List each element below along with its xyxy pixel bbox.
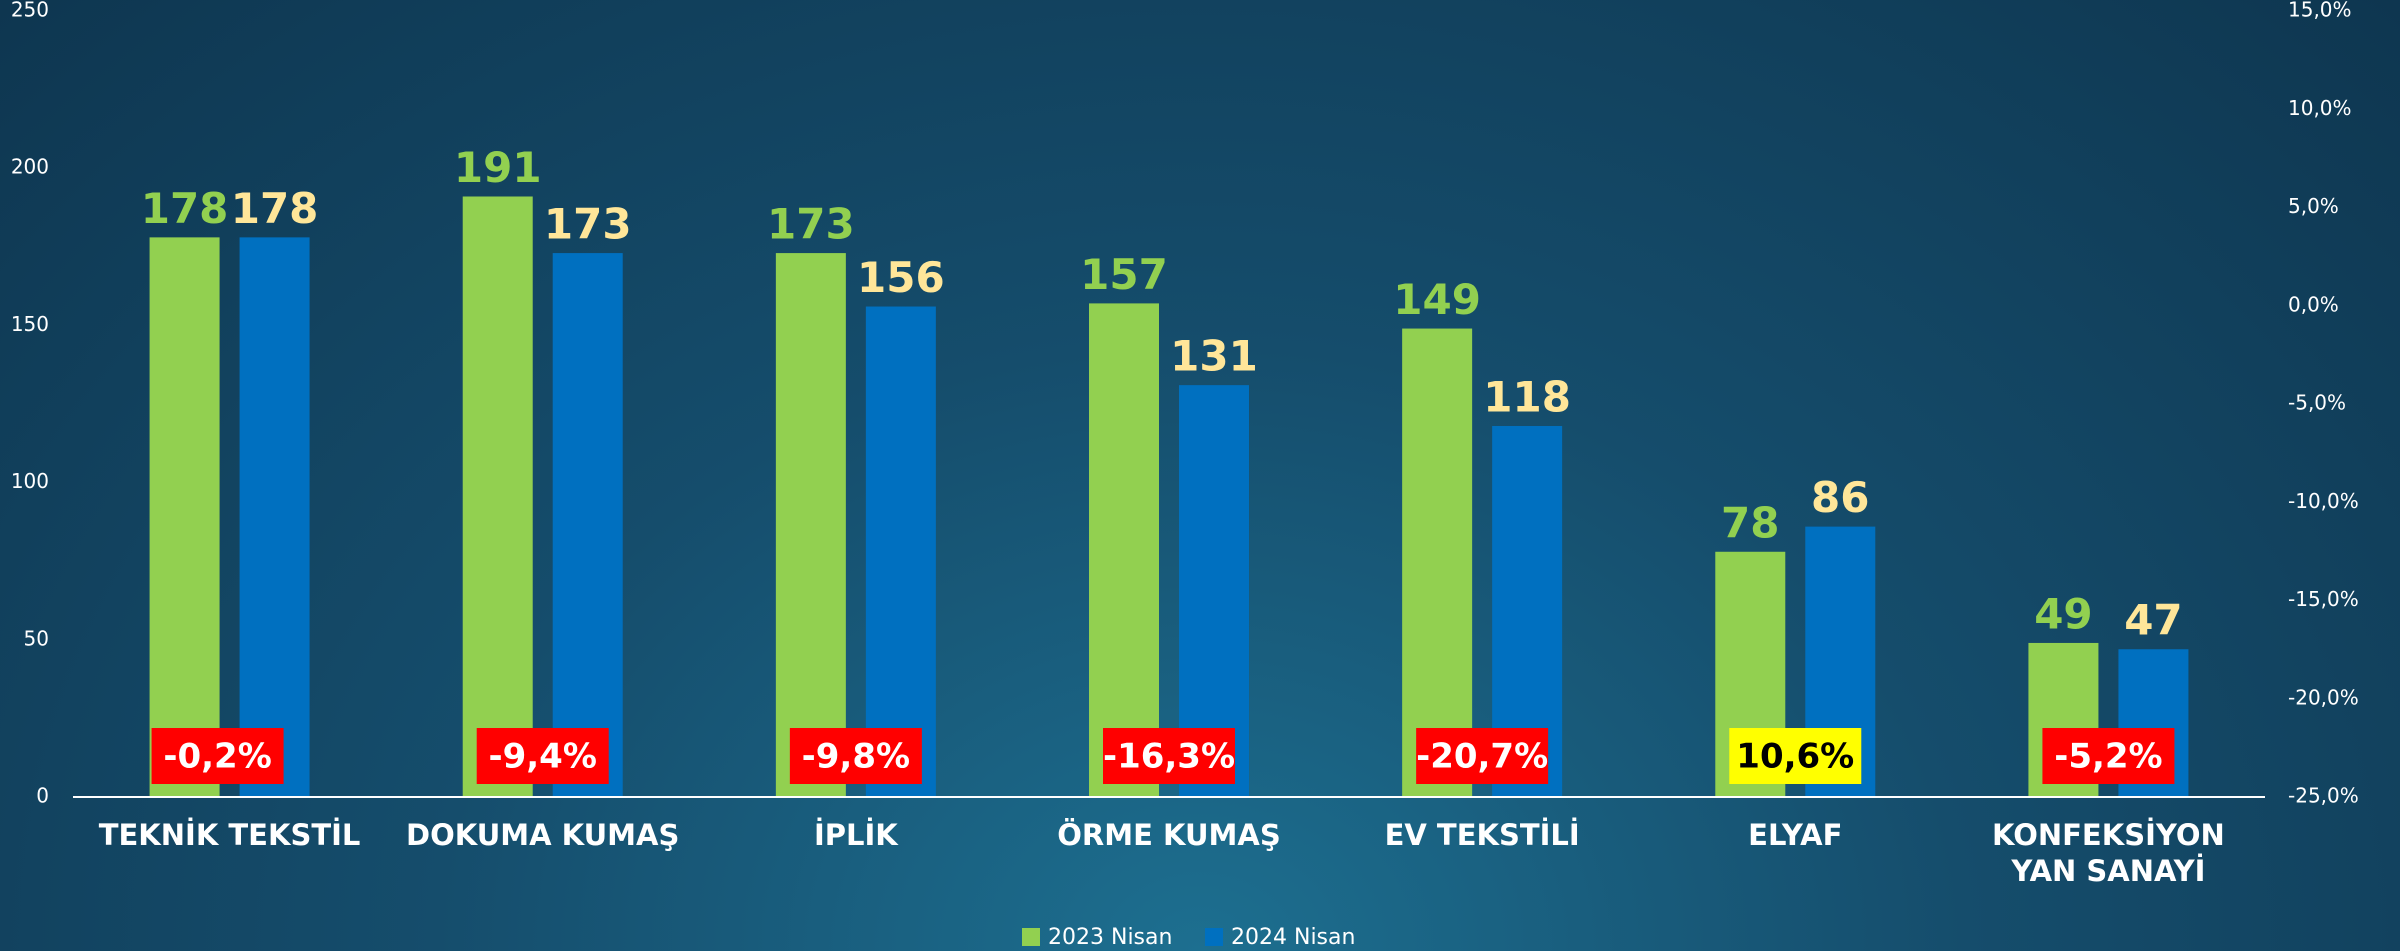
x-tick-label: ÖRME KUMAŞ: [1057, 818, 1281, 852]
data-label: 49: [2034, 589, 2092, 638]
change-box: [2042, 728, 2175, 784]
data-label: 131: [1170, 332, 1258, 381]
change-box: [1416, 728, 1549, 784]
data-label: 156: [857, 253, 945, 302]
bar: [552, 253, 623, 797]
data-label: 157: [1080, 250, 1168, 299]
y2-tick-label: -25,0%: [2288, 784, 2359, 808]
legend-label: 2023 Nisan: [1048, 925, 1172, 950]
bar: [775, 253, 846, 797]
legend-label: 2024 Nisan: [1231, 925, 1355, 950]
y-tick-label: 0: [36, 784, 49, 808]
change-label: 10,6%: [1736, 737, 1854, 777]
y2-tick-label: -15,0%: [2288, 587, 2359, 611]
bar: [1089, 303, 1159, 797]
y-tick-label: 250: [11, 0, 49, 22]
change-box: [1103, 728, 1235, 784]
y2-tick-label: -20,0%: [2288, 685, 2359, 709]
data-label: 118: [1483, 373, 1571, 422]
y2-tick-label: 0,0%: [2288, 292, 2339, 316]
bar: [865, 306, 936, 797]
y2-tick-label: -5,0%: [2288, 391, 2346, 415]
x-tick-label: EV TEKSTİLİ: [1384, 818, 1580, 852]
y-tick-label: 100: [11, 469, 49, 493]
data-label: 191: [454, 143, 542, 192]
change-box: [151, 728, 284, 784]
data-label: 173: [544, 200, 632, 249]
y2-tick-label: -10,0%: [2288, 489, 2359, 513]
data-label: 47: [2124, 596, 2182, 645]
legend-swatch: [1205, 928, 1223, 946]
x-tick-label: KONFEKSİYON YAN SANAYİ: [1992, 818, 2225, 888]
legend-swatch: [1022, 928, 1040, 946]
y-tick-label: 200: [11, 155, 49, 179]
change-box: [1729, 728, 1862, 784]
y-tick-label: 50: [24, 626, 49, 650]
x-tick-label: TEKNİK TEKSTİL: [98, 818, 361, 852]
change-box: [789, 728, 922, 784]
data-label: 173: [767, 200, 855, 249]
bar: [239, 237, 310, 798]
data-label: 178: [231, 184, 319, 233]
x-tick-label: İPLİK: [813, 818, 898, 852]
x-tick-label: DOKUMA KUMAŞ: [406, 818, 680, 852]
data-label: 178: [141, 184, 229, 233]
change-label: -0,2%: [163, 737, 271, 777]
change-label: -9,4%: [489, 737, 597, 777]
change-label: -5,2%: [2054, 737, 2162, 777]
change-label: -16,3%: [1103, 737, 1235, 777]
data-label: 149: [1393, 275, 1481, 324]
data-label: 78: [1721, 498, 1779, 547]
change-box: [476, 728, 609, 784]
data-label: 86: [1811, 473, 1869, 522]
change-label: -9,8%: [802, 737, 910, 777]
y2-tick-label: 15,0%: [2288, 0, 2352, 22]
change-label: -20,7%: [1416, 737, 1548, 777]
bar: [149, 237, 220, 798]
bar: [1402, 328, 1473, 797]
y-tick-label: 150: [11, 312, 49, 336]
x-tick-label: ELYAF: [1748, 818, 1843, 852]
y2-tick-label: 5,0%: [2288, 194, 2339, 218]
y2-tick-label: 10,0%: [2288, 96, 2352, 120]
bar: [462, 196, 533, 798]
